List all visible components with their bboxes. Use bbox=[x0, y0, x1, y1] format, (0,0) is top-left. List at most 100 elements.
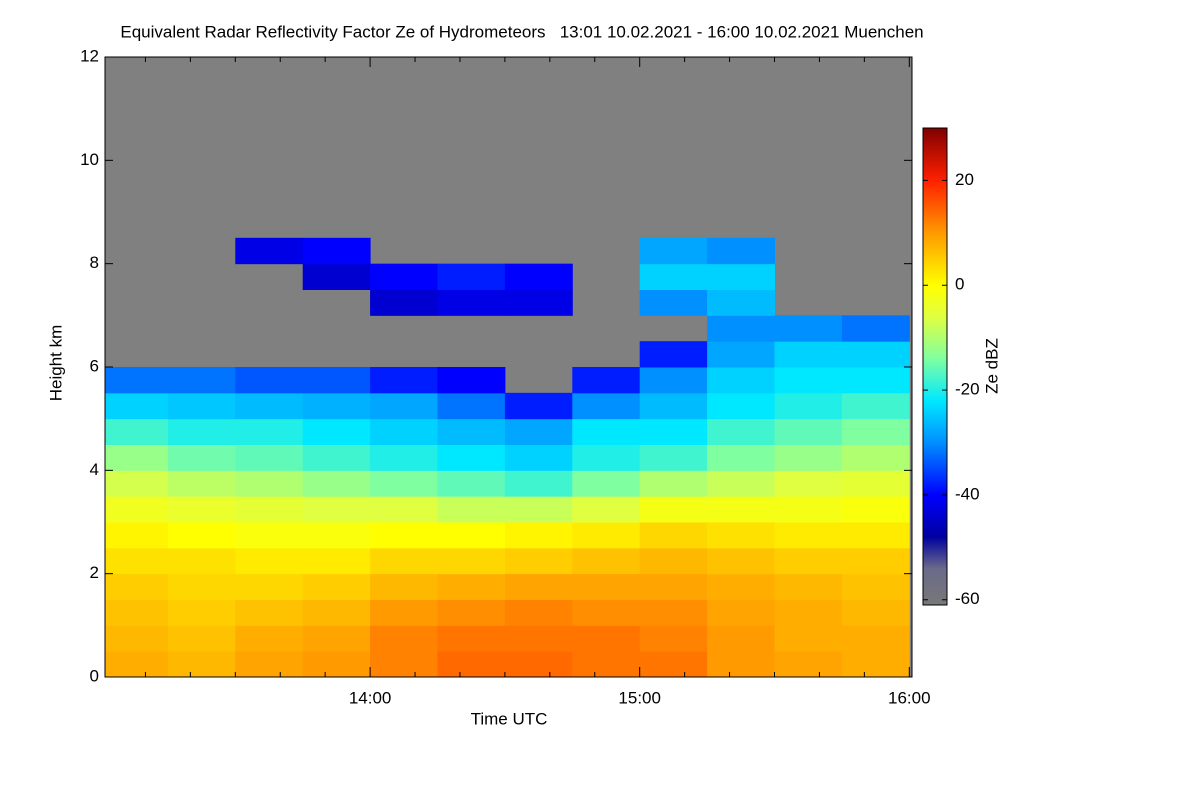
heatmap-cell bbox=[105, 651, 169, 677]
heatmap-cell bbox=[235, 444, 304, 471]
heatmap-cell bbox=[437, 496, 506, 523]
heatmap-cell bbox=[437, 599, 506, 626]
colorbar-tick-label: 20 bbox=[955, 170, 974, 189]
heatmap-cell bbox=[504, 522, 573, 549]
heatmap-cell bbox=[504, 573, 573, 600]
heatmap-cell bbox=[504, 392, 573, 420]
heatmap-cell bbox=[235, 496, 304, 523]
heatmap-cell bbox=[707, 470, 776, 497]
heatmap-cell bbox=[370, 522, 439, 549]
x-axis-label: Time UTC bbox=[471, 709, 548, 728]
heatmap-cell bbox=[370, 289, 439, 316]
heatmap-cell bbox=[105, 392, 169, 420]
heatmap-cell bbox=[105, 573, 169, 600]
heatmap-cell bbox=[302, 599, 371, 626]
heatmap-cell bbox=[707, 599, 776, 626]
heatmap-cell bbox=[302, 651, 371, 677]
heatmap-cell bbox=[639, 522, 708, 549]
heatmap-cell bbox=[504, 599, 573, 626]
heatmap-cell bbox=[302, 367, 371, 394]
heatmap-cell bbox=[370, 418, 439, 445]
heatmap-cell bbox=[639, 599, 708, 626]
heatmap-cell bbox=[707, 625, 776, 652]
heatmap-cell bbox=[774, 599, 843, 626]
heatmap-cell bbox=[167, 470, 236, 497]
heatmap-cell bbox=[639, 392, 708, 420]
heatmap-cell bbox=[841, 418, 910, 445]
heatmap-cell bbox=[707, 522, 776, 549]
heatmap-cell bbox=[639, 289, 708, 316]
heatmap-cell bbox=[504, 547, 573, 575]
heatmap-cell bbox=[370, 470, 439, 497]
heatmap-cell bbox=[572, 599, 641, 626]
y-tick-label: 6 bbox=[90, 356, 99, 375]
heatmap-cell bbox=[774, 573, 843, 600]
heatmap-cell bbox=[841, 599, 910, 626]
heatmap-cell bbox=[639, 341, 708, 368]
chart-title: Equivalent Radar Reflectivity Factor Ze … bbox=[120, 22, 923, 41]
heatmap-cell bbox=[504, 470, 573, 497]
heatmap-cell bbox=[370, 573, 439, 600]
heatmap-cell bbox=[707, 651, 776, 677]
y-tick-label: 10 bbox=[80, 150, 99, 169]
heatmap-cell bbox=[707, 547, 776, 575]
heatmap-cell bbox=[105, 367, 169, 394]
heatmap-cell bbox=[235, 367, 304, 394]
colorbar-tick-label: -40 bbox=[955, 484, 980, 503]
heatmap-cell bbox=[105, 547, 169, 575]
y-tick-label: 8 bbox=[90, 253, 99, 272]
heatmap-cell bbox=[639, 547, 708, 575]
heatmap-cell bbox=[370, 367, 439, 394]
heatmap-cell bbox=[774, 444, 843, 471]
heatmap-cell bbox=[302, 625, 371, 652]
heatmap-cell bbox=[572, 651, 641, 677]
heatmap-cell bbox=[841, 547, 910, 575]
heatmap-cell bbox=[504, 418, 573, 445]
x-tick-label: 15:00 bbox=[618, 688, 661, 707]
heatmap-cell bbox=[235, 599, 304, 626]
heatmap-cell bbox=[235, 625, 304, 652]
heatmap-cell bbox=[235, 547, 304, 575]
heatmap-cell bbox=[707, 237, 776, 265]
heatmap-cell bbox=[707, 392, 776, 420]
heatmap-cell bbox=[841, 444, 910, 471]
heatmap-cell bbox=[841, 367, 910, 394]
heatmap-cell bbox=[370, 599, 439, 626]
heatmap-cell bbox=[841, 315, 910, 342]
colorbar-label: Ze dBZ bbox=[982, 338, 1001, 394]
heatmap-cell bbox=[639, 418, 708, 445]
heatmap-cell bbox=[302, 237, 371, 265]
heatmap-cell bbox=[707, 341, 776, 368]
heatmap-cell bbox=[841, 392, 910, 420]
heatmap-cell bbox=[707, 263, 776, 290]
heatmap-cell bbox=[504, 263, 573, 290]
heatmap-cell bbox=[105, 496, 169, 523]
heatmap-cell bbox=[841, 496, 910, 523]
colorbar-tick-label: -20 bbox=[955, 380, 980, 399]
heatmap-cell bbox=[105, 444, 169, 471]
plot-area bbox=[105, 57, 912, 677]
y-tick-label: 12 bbox=[80, 46, 99, 65]
heatmap-cell bbox=[774, 367, 843, 394]
heatmap-cell bbox=[302, 418, 371, 445]
heatmap-cell bbox=[504, 444, 573, 471]
heatmap-cell bbox=[841, 470, 910, 497]
colorbar-tick-label: 0 bbox=[955, 275, 964, 294]
heatmap-cell bbox=[370, 392, 439, 420]
heatmap-cell bbox=[572, 444, 641, 471]
heatmap-cell bbox=[572, 392, 641, 420]
heatmap-cell bbox=[707, 573, 776, 600]
heatmap-cell bbox=[302, 496, 371, 523]
heatmap-cell bbox=[774, 625, 843, 652]
heatmap-cell bbox=[370, 444, 439, 471]
heatmap-cell bbox=[105, 625, 169, 652]
colorbar bbox=[922, 127, 948, 606]
heatmap-cell bbox=[504, 625, 573, 652]
heatmap-cell bbox=[572, 625, 641, 652]
colorbar-tick-label: -60 bbox=[955, 589, 980, 608]
heatmap-cell bbox=[437, 547, 506, 575]
heatmap-cell bbox=[105, 522, 169, 549]
heatmap-cell bbox=[639, 625, 708, 652]
heatmap-cell bbox=[302, 263, 371, 290]
